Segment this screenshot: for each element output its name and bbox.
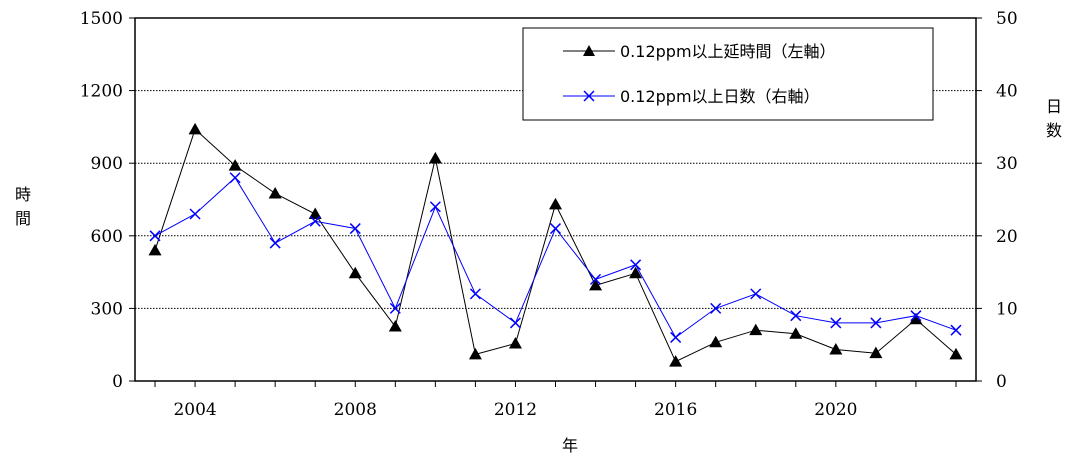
x-tick-label: 2020: [814, 400, 857, 420]
x-tick-label: 2004: [173, 400, 216, 420]
data-point-x: [710, 302, 722, 314]
x-axis-title: 年: [562, 436, 578, 455]
data-point-triangle: [789, 327, 803, 339]
data-point-x: [269, 237, 281, 249]
y-right-tick-label: 0: [996, 372, 1007, 392]
legend: 0.12ppm以上延時間（左軸） 0.12ppm以上日数（右軸）: [522, 27, 934, 121]
y-left-tick-label: 600: [91, 227, 123, 247]
data-point-x: [670, 331, 682, 343]
data-point-triangle: [508, 336, 522, 349]
x-tick-label: 2012: [494, 400, 537, 420]
y-left-tick-label: 300: [91, 299, 123, 319]
y-left-tick-label: 1500: [80, 9, 123, 29]
data-point-triangle: [188, 122, 202, 135]
y-left-tick-label: 1200: [80, 82, 123, 102]
legend-marker-x: [583, 90, 595, 102]
x-tick-label: 2008: [334, 400, 377, 420]
y-right-tick-label: 50: [996, 9, 1018, 29]
data-point-triangle: [749, 323, 763, 336]
data-point-x: [349, 223, 361, 235]
data-point-triangle: [228, 159, 242, 171]
axis-title-char: 間: [15, 209, 31, 228]
legend-label-hours: 0.12ppm以上延時間（左軸）: [620, 42, 836, 61]
legend-label-days: 0.12ppm以上日数（右軸）: [620, 87, 820, 106]
data-point-triangle: [669, 355, 683, 367]
data-point-x: [429, 201, 441, 213]
y-left-axis: 0 300 600 900 1200 1500: [80, 9, 135, 392]
data-point-triangle: [909, 312, 923, 325]
data-point-triangle: [268, 186, 282, 199]
data-point-x: [630, 259, 642, 271]
data-point-x: [750, 288, 762, 300]
data-point-x: [389, 302, 401, 314]
y-left-axis-title: 時間: [15, 185, 31, 228]
data-point-triangle: [348, 266, 362, 279]
data-point-triangle: [589, 278, 603, 291]
legend-marker-triangle: [583, 45, 595, 56]
data-point-x: [830, 317, 842, 329]
data-point-x: [590, 273, 602, 285]
x-axis: 2004 2008 2012 2016 2020: [154, 381, 957, 420]
data-point-triangle: [709, 335, 723, 348]
data-point-x: [309, 215, 321, 227]
data-point-triangle: [829, 343, 843, 355]
y-right-tick-label: 40: [996, 82, 1018, 102]
y-right-tick-label: 20: [996, 227, 1018, 247]
y-right-axis-title: 日数: [1046, 97, 1062, 140]
x-tick-label: 2016: [654, 400, 697, 420]
data-point-triangle: [629, 266, 643, 279]
y-right-tick-label: 10: [996, 299, 1018, 319]
axis-title-char: 数: [1046, 121, 1062, 140]
data-point-triangle: [308, 207, 322, 220]
y-left-tick-label: 900: [91, 154, 123, 174]
data-point-x: [189, 208, 201, 220]
data-point-triangle: [148, 243, 162, 256]
y-left-tick-label: 0: [112, 372, 123, 392]
legend-box: [522, 27, 934, 121]
y-right-axis: 0 10 20 30 40 50: [976, 9, 1018, 392]
series-layer: [148, 122, 963, 367]
data-point-x: [229, 172, 241, 184]
axis-title-char: 時: [15, 185, 31, 204]
data-point-triangle: [949, 347, 963, 360]
data-point-x: [549, 223, 562, 235]
data-point-x: [870, 317, 882, 329]
data-point-x: [149, 230, 161, 242]
data-point-x: [950, 324, 962, 336]
data-point-triangle: [388, 320, 402, 332]
data-point-triangle: [468, 347, 482, 360]
axis-title-char: 日: [1046, 97, 1062, 116]
data-point-triangle: [549, 197, 562, 210]
data-point-x: [910, 310, 922, 322]
data-point-triangle: [869, 346, 883, 359]
y-right-tick-label: 30: [996, 154, 1018, 174]
data-point-triangle: [428, 151, 442, 164]
data-point-x: [790, 310, 802, 322]
data-point-x: [469, 288, 481, 300]
data-point-x: [509, 317, 521, 329]
